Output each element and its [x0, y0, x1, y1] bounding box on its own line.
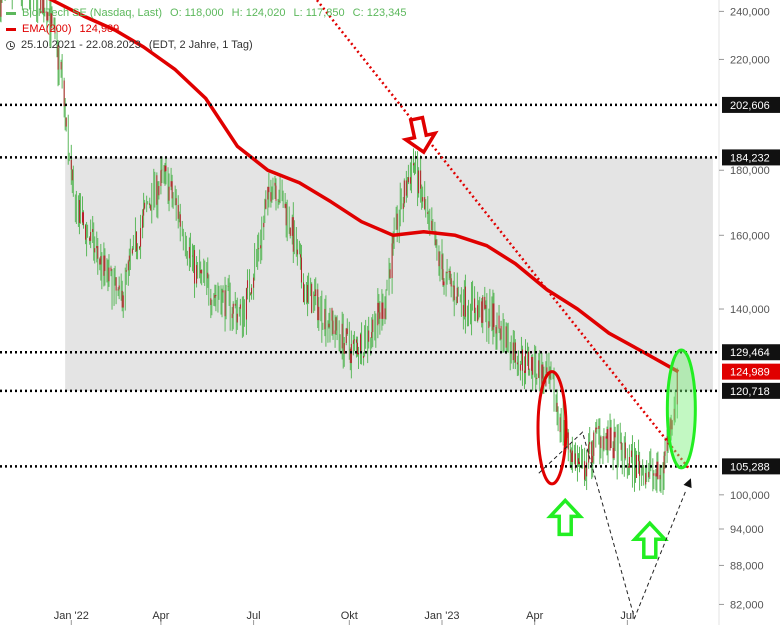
x-tick-label: Apr — [526, 610, 543, 622]
y-tick-label: 82,000 — [730, 599, 764, 611]
legend-settings: (EDT, 2 Jahre, 1 Tag) — [148, 39, 253, 51]
level-label: 202,606 — [730, 100, 770, 112]
ema-value-label: 124,989 — [730, 367, 770, 379]
level-label-box — [722, 382, 780, 399]
green-ellipse — [665, 348, 697, 470]
level-label: 184,232 — [730, 152, 770, 164]
x-tick-label: Jul — [620, 610, 634, 622]
y-tick-label: 160,000 — [730, 230, 770, 242]
clock-icon — [6, 40, 15, 50]
ema-label-box — [722, 363, 780, 380]
level-label: 105,288 — [730, 461, 770, 473]
legend-price-row: BioNTech SE (Nasdaq, Last) O: 118,000 H:… — [6, 5, 406, 21]
chart-legend: BioNTech SE (Nasdaq, Last) O: 118,000 H:… — [6, 5, 406, 53]
legend-ema-label: EMA(200) — [22, 23, 72, 35]
legend-close: C: 123,345 — [352, 7, 407, 19]
x-tick-label: Jul — [247, 610, 261, 622]
x-tick-label: Jan '22 — [54, 610, 89, 622]
level-label-box — [722, 458, 780, 475]
legend-high: H: 124,020 — [231, 7, 286, 19]
y-tick-label: 220,000 — [730, 54, 770, 66]
green-up-arrow — [630, 520, 669, 559]
green-up-arrow — [546, 497, 585, 537]
x-tick-label: Jan '23 — [424, 610, 459, 622]
y-tick-label: 180,000 — [730, 165, 770, 177]
price-series — [0, 0, 678, 495]
legend-open: O: 118,000 — [170, 7, 224, 19]
price-legend-icon — [6, 11, 16, 15]
y-tick-label: 240,000 — [730, 6, 770, 18]
legend-dates-row: 25.10.2021 - 22.08.2023 (EDT, 2 Jahre, 1… — [6, 37, 406, 53]
x-tick-label: Apr — [152, 610, 169, 622]
level-label-box — [722, 344, 780, 361]
legend-instrument: BioNTech SE (Nasdaq, Last) — [22, 7, 163, 19]
y-tick-label: 94,000 — [730, 524, 764, 536]
level-label: 129,464 — [730, 347, 770, 359]
legend-date-range: 25.10.2021 - 22.08.2023 — [21, 39, 141, 51]
projection-arrowhead — [683, 478, 692, 489]
level-label: 120,718 — [730, 386, 770, 398]
legend-ema-value: 124,989 — [79, 23, 120, 35]
ema-legend-icon — [6, 27, 16, 31]
ema-200-line — [48, 0, 680, 374]
y-tick-label: 88,000 — [730, 560, 764, 572]
level-label-box — [722, 96, 780, 113]
legend-ema-row: EMA(200) 124,989 — [6, 21, 406, 37]
projected-path — [538, 431, 687, 620]
red-down-arrow — [401, 115, 439, 155]
legend-low: L: 117,850 — [293, 7, 345, 19]
level-label-box — [722, 149, 780, 166]
red-ellipse — [536, 370, 568, 486]
y-tick-label: 100,000 — [730, 490, 770, 502]
x-tick-label: Okt — [341, 610, 358, 622]
y-tick-label: 140,000 — [730, 304, 770, 316]
